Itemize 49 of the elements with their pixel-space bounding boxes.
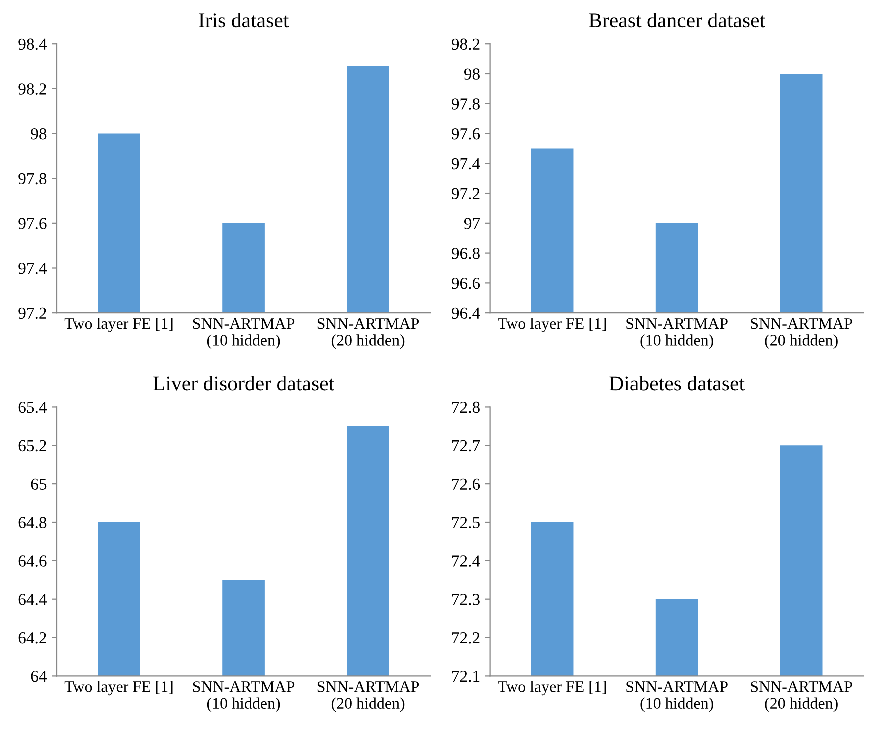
y-tick-label: 97.8: [18, 173, 47, 185]
y-tick-label: 64.2: [18, 632, 46, 644]
y-tick-label: 72.1: [452, 670, 480, 682]
y-tick-label: 72.3: [452, 594, 480, 606]
y-tick-label: 97.4: [18, 262, 48, 274]
chart-title: Iris dataset: [199, 12, 290, 28]
y-tick-label: 64.4: [18, 594, 48, 606]
x-tick-label: SNN-ARTMAP (10 hidden): [626, 318, 728, 350]
y-tick-label: 97: [464, 218, 480, 230]
x-tick-label: SNN-ARTMAP (20 hidden): [318, 318, 420, 350]
y-tick-label: 64.8: [18, 517, 47, 529]
y-tick-label: 97.6: [452, 128, 480, 140]
x-tick-label: SNN-ARTMAP (20 hidden): [751, 318, 852, 350]
y-tick-label: 64.6: [18, 556, 47, 567]
x-tick-label: Two layer FE [1]: [498, 318, 606, 332]
y-tick-label: 72.8: [452, 402, 480, 414]
y-tick-label: 98.2: [452, 38, 480, 50]
x-tick-label: Two layer FE [1]: [64, 318, 173, 332]
chart-title: Breast dancer dataset: [589, 12, 766, 28]
chart-title: Liver disorder dataset: [154, 376, 334, 391]
x-tick-label: SNN-ARTMAP (10 hidden): [193, 318, 295, 350]
x-tick-label: Two layer FE [1]: [64, 681, 173, 696]
y-tick-label: 96.6: [452, 278, 480, 290]
y-tick-label: 96.8: [452, 248, 480, 260]
y-tick-label: 97.2: [18, 308, 46, 320]
y-tick-label: 65.2: [18, 440, 46, 452]
y-tick-label: 65.4: [18, 402, 48, 414]
y-tick-label: 64: [31, 670, 48, 682]
x-tick-label: SNN-ARTMAP (10 hidden): [193, 682, 295, 712]
y-tick-label: 97.8: [452, 98, 480, 110]
y-tick-label: 97.2: [452, 188, 480, 200]
y-tick-label: 98.2: [18, 84, 46, 95]
x-tick-label: SNN-ARTMAP (20 hidden): [751, 682, 852, 712]
x-tick-label: SNN-ARTMAP (10 hidden): [626, 682, 728, 712]
y-tick-label: 72.6: [452, 478, 480, 490]
y-tick-label: 98: [31, 128, 47, 140]
y-tick-label: 98.4: [18, 38, 48, 50]
y-tick-label: 65: [31, 478, 47, 490]
y-tick-label: 72.2: [452, 632, 480, 644]
x-tick-label: Two layer FE [1]: [498, 681, 606, 696]
chart-title: Diabetes dataset: [610, 376, 745, 391]
y-tick-label: 72.4: [452, 556, 480, 567]
y-tick-label: 97.4: [452, 158, 480, 170]
y-tick-label: 72.5: [452, 517, 480, 529]
y-tick-label: 97.6: [18, 218, 47, 230]
y-tick-label: 98: [464, 68, 480, 80]
x-tick-label: SNN-ARTMAP (20 hidden): [318, 682, 420, 712]
y-tick-label: 96.4: [452, 308, 480, 320]
y-tick-label: 72.7: [452, 440, 480, 452]
